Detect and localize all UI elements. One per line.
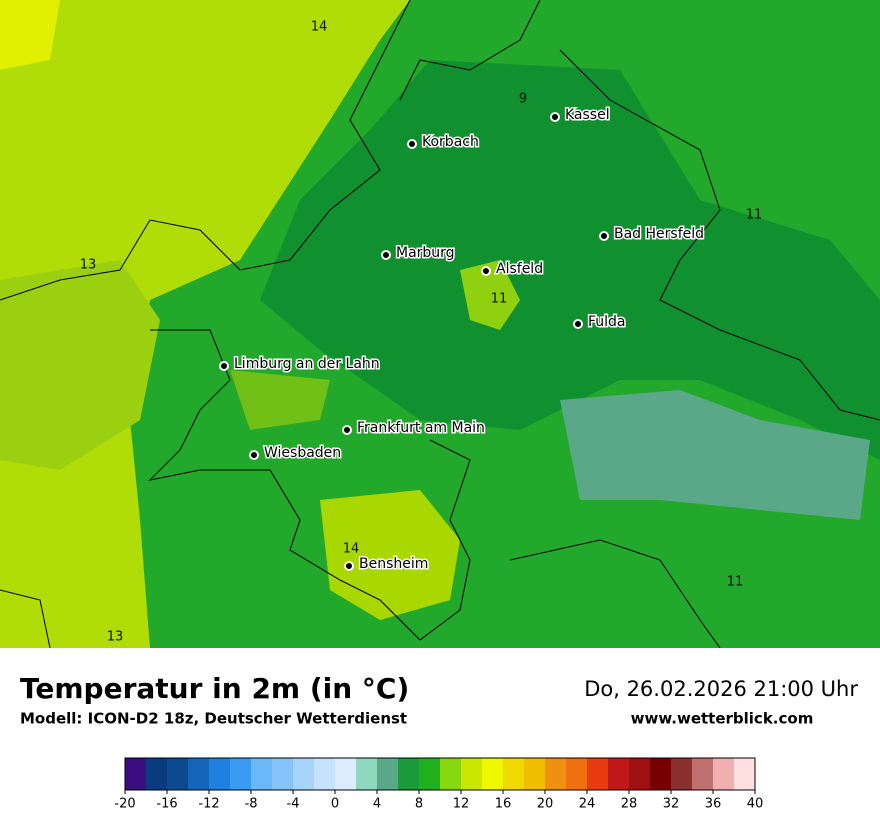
contour-label: 9 bbox=[519, 92, 527, 107]
title: Temperatur in 2m (in °C) bbox=[20, 672, 409, 705]
colorbar-segment bbox=[167, 758, 189, 790]
city-dot bbox=[342, 425, 352, 435]
colorbar-segment bbox=[650, 758, 672, 790]
colorbar-tick-label: 16 bbox=[495, 797, 512, 812]
colorbar-segment bbox=[272, 758, 294, 790]
colorbar-segment bbox=[251, 758, 273, 790]
contour-label: 11 bbox=[491, 292, 508, 307]
city-dot bbox=[381, 250, 391, 260]
colorbar-frame bbox=[124, 757, 756, 791]
city-label: Korbach bbox=[422, 134, 479, 150]
contour-label: 14 bbox=[311, 20, 328, 35]
colorbar-tick-label: 28 bbox=[621, 797, 638, 812]
city-dot bbox=[481, 266, 491, 276]
colorbar-segment bbox=[125, 758, 147, 790]
colorbar-segment bbox=[314, 758, 336, 790]
colorbar-tick-label: -4 bbox=[287, 797, 300, 812]
colorbar-tick-label: 32 bbox=[663, 797, 680, 812]
city-dot bbox=[249, 450, 259, 460]
map-field bbox=[0, 0, 880, 649]
city-label: Bad Hersfeld bbox=[614, 226, 704, 242]
colorbar-segment bbox=[629, 758, 651, 790]
subtitle: Modell: ICON-D2 18z, Deutscher Wetterdie… bbox=[20, 710, 407, 728]
colorbar-segment bbox=[230, 758, 252, 790]
colorbar-segment bbox=[713, 758, 735, 790]
colorbar: -20 -16 -12 -8 -4 0 4 8 12 16 20 24 28 32 36 40 bbox=[114, 757, 764, 812]
colorbar-segment bbox=[335, 758, 357, 790]
city-dot bbox=[219, 361, 229, 371]
colorbar-segment bbox=[398, 758, 420, 790]
colorbar-tick-label: 24 bbox=[579, 797, 596, 812]
colorbar-tick-label: 20 bbox=[537, 797, 554, 812]
colorbar-segment bbox=[671, 758, 693, 790]
contour-label: 13 bbox=[80, 258, 97, 273]
colorbar-tick-label: 0 bbox=[331, 797, 339, 812]
contour-label: 13 bbox=[107, 630, 124, 645]
colorbar-tick-label: 8 bbox=[415, 797, 423, 812]
colorbar-tick-label: 12 bbox=[453, 797, 470, 812]
city-label: Frankfurt am Main bbox=[357, 420, 485, 436]
city-dot bbox=[573, 319, 583, 329]
city-layer: Kassel Korbach Bad Hersfeld Marburg Alsfeld F… bbox=[219, 106, 706, 574]
colorbar-segment bbox=[587, 758, 609, 790]
colorbar-segment bbox=[734, 758, 756, 790]
colorbar-segment bbox=[461, 758, 483, 790]
contour-label: 11 bbox=[746, 208, 763, 223]
colorbar-tick-label: 40 bbox=[747, 797, 764, 812]
colorbar-tick-label: -20 bbox=[114, 797, 135, 812]
contour-label: 14 bbox=[343, 542, 360, 557]
colorbar-segment bbox=[188, 758, 210, 790]
city-label: Alsfeld bbox=[496, 261, 543, 277]
colorbar-tick-label: 36 bbox=[705, 797, 722, 812]
colorbar-segment bbox=[293, 758, 315, 790]
colorbar-segment bbox=[524, 758, 546, 790]
city-label: Bensheim bbox=[359, 556, 428, 572]
city-label: Marburg bbox=[396, 245, 455, 261]
colorbar-segment bbox=[440, 758, 462, 790]
city-label: Kassel bbox=[565, 107, 610, 123]
colorbar-segment bbox=[692, 758, 714, 790]
colorbar-tick-label: -8 bbox=[245, 797, 258, 812]
colorbar-segment bbox=[377, 758, 399, 790]
colorbar-tick-label: 4 bbox=[373, 797, 381, 812]
colorbar-segment bbox=[209, 758, 231, 790]
colorbar-segment bbox=[419, 758, 441, 790]
city-dot bbox=[599, 231, 609, 241]
city-dot bbox=[407, 139, 417, 149]
contour-label-layer: 14 9 11 13 11 14 11 13 bbox=[80, 20, 763, 645]
colorbar-segment bbox=[356, 758, 378, 790]
city-dot bbox=[550, 112, 560, 122]
contour-label: 11 bbox=[727, 575, 744, 590]
website: www.wetterblick.com bbox=[631, 710, 814, 728]
city-label: Wiesbaden bbox=[264, 445, 341, 461]
colorbar-segment bbox=[545, 758, 567, 790]
colorbar-segment bbox=[566, 758, 588, 790]
city-label: Fulda bbox=[588, 314, 626, 330]
colorbar-segment bbox=[146, 758, 168, 790]
city-label: Limburg an der Lahn bbox=[234, 356, 380, 372]
datetime: Do, 26.02.2026 21:00 Uhr bbox=[584, 677, 858, 701]
colorbar-tick-label: -16 bbox=[156, 797, 177, 812]
colorbar-segment bbox=[482, 758, 504, 790]
city-dot bbox=[344, 561, 354, 571]
colorbar-segment bbox=[503, 758, 525, 790]
colorbar-tick-label: -12 bbox=[198, 797, 219, 812]
colorbar-segment bbox=[608, 758, 630, 790]
